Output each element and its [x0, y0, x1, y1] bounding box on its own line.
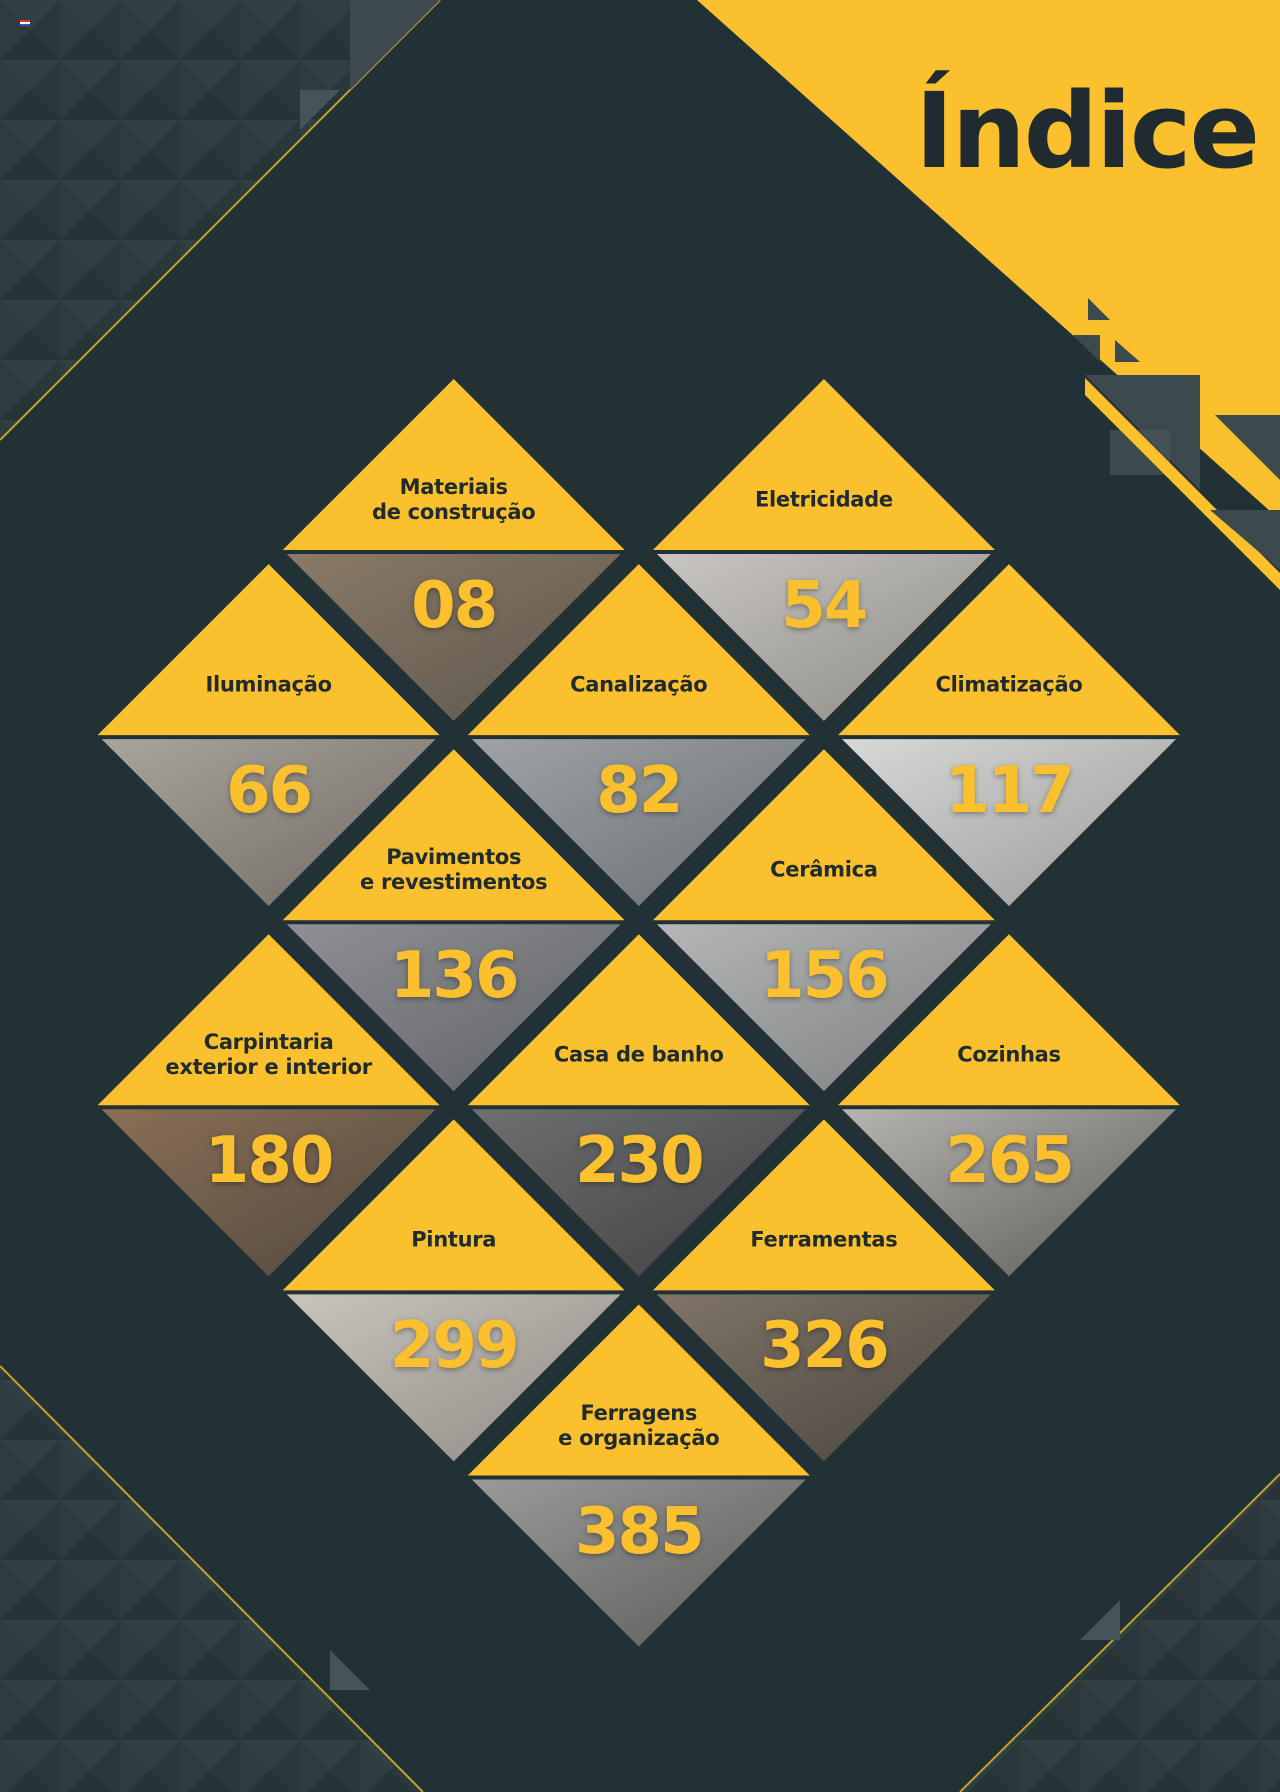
tile-photo	[842, 739, 1176, 907]
tile-label: Eletricidade	[694, 488, 954, 513]
tile-label-triangle	[97, 934, 440, 1106]
tile-photo	[842, 1109, 1176, 1277]
tile-label-line: exterior e interior	[165, 1055, 372, 1080]
tile-photo	[101, 1109, 436, 1277]
index-tile[interactable]	[97, 934, 440, 1277]
tile-page-number[interactable]: 156	[760, 939, 890, 1014]
tile-label-triangle	[838, 564, 1180, 736]
index-tile[interactable]	[282, 379, 625, 721]
tile-page-number[interactable]: 54	[781, 569, 868, 643]
index-tile[interactable]	[838, 934, 1180, 1277]
tile-page-number[interactable]: 385	[575, 1494, 705, 1569]
tile-photo	[286, 554, 621, 721]
tile-label: Iluminação	[139, 673, 399, 698]
tile-label-line: Iluminação	[205, 672, 332, 697]
tile-page-number[interactable]: 230	[575, 1124, 705, 1199]
index-tile[interactable]	[652, 749, 995, 1092]
tile-label-triangle	[467, 564, 810, 736]
tile-page-number[interactable]: 66	[226, 754, 313, 829]
tile-label: Canalização	[509, 673, 769, 698]
tile-label-triangle	[97, 564, 440, 736]
tile-page-number[interactable]: 08	[411, 569, 498, 643]
tile-label-line: Casa de banho	[553, 1042, 724, 1067]
tile-label-triangle	[838, 934, 1180, 1106]
tile-label: Ferramentas	[694, 1228, 954, 1253]
tile-label-line: Cerâmica	[770, 857, 878, 882]
tile-page-number[interactable]: 82	[596, 754, 683, 829]
tile-label-triangle	[467, 934, 810, 1106]
tile-photo	[471, 1109, 806, 1277]
tile-label-line: Materiais	[399, 475, 508, 499]
tile-label-line: de construção	[371, 500, 536, 524]
tile-page-number[interactable]: 299	[389, 1309, 520, 1384]
yellow-corner-panel	[697, 0, 1280, 590]
tile-label: Ferragens e organização	[509, 1401, 769, 1451]
corner-pattern-bottom-left	[0, 1365, 424, 1792]
tile-label-triangle	[282, 1119, 625, 1291]
tile-photo	[656, 554, 991, 721]
tile-label: Carpintaria exterior e interior	[139, 1030, 399, 1080]
page-title: Índice	[915, 70, 1260, 192]
tile-label-line: Cozinhas	[957, 1042, 1061, 1067]
tile-label-line: Ferramentas	[750, 1227, 898, 1252]
tile-label: Cozinhas	[879, 1043, 1139, 1068]
tile-label-line: Climatização	[935, 672, 1083, 697]
tile-page-number[interactable]: 180	[204, 1124, 335, 1199]
tile-label: Casa de banho	[509, 1043, 769, 1068]
tile-label-line: Ferragens	[580, 1400, 698, 1425]
tile-label-triangle	[282, 749, 625, 921]
tile-label: Pintura	[324, 1228, 584, 1253]
tile-photo	[471, 1479, 806, 1647]
tile-label-triangle	[652, 749, 995, 921]
index-tile[interactable]	[282, 1119, 625, 1462]
tile-label-triangle	[652, 1119, 995, 1291]
tile-photo	[471, 739, 806, 907]
tile-label-line: e organização	[558, 1425, 720, 1450]
tile-label-line: Pintura	[411, 1227, 497, 1252]
tile-photo	[286, 1294, 621, 1462]
tile-page-number[interactable]: 117	[945, 754, 1075, 829]
tile-label-line: Carpintaria	[203, 1030, 334, 1055]
tile-label-triangle	[467, 1304, 810, 1476]
index-tile[interactable]	[838, 564, 1180, 907]
tile-photo	[101, 739, 436, 907]
tile-label: Climatização	[879, 673, 1139, 698]
tile-page-number[interactable]: 136	[389, 939, 520, 1014]
tile-photo	[656, 1294, 991, 1462]
index-tile[interactable]	[652, 1119, 995, 1462]
language-flag-icon[interactable]	[20, 20, 30, 26]
tile-page-number[interactable]: 326	[760, 1309, 890, 1384]
index-tile[interactable]	[467, 564, 810, 907]
tile-label-line: e revestimentos	[360, 870, 548, 895]
tile-label: Pavimentos e revestimentos	[324, 845, 584, 895]
index-tile[interactable]	[652, 379, 995, 721]
tile-label-line: Eletricidade	[754, 487, 893, 512]
tile-label-line: Pavimentos	[386, 845, 522, 870]
tile-label-line: Canalização	[570, 672, 708, 697]
tile-page-number[interactable]: 265	[945, 1124, 1075, 1199]
tile-photo	[286, 924, 621, 1092]
index-tile[interactable]	[467, 1304, 810, 1647]
tile-photo	[656, 924, 991, 1092]
index-tile[interactable]	[97, 564, 440, 907]
corner-pattern-bottom-right	[959, 1473, 1280, 1792]
tile-label: Cerâmica	[694, 858, 954, 883]
tile-label-triangle	[652, 379, 995, 550]
tile-label: Materiais de construção	[324, 475, 584, 525]
index-tile[interactable]	[282, 749, 625, 1092]
corner-pattern-top-left	[0, 0, 441, 441]
index-tile[interactable]	[467, 934, 810, 1277]
tile-label-triangle	[282, 379, 625, 550]
